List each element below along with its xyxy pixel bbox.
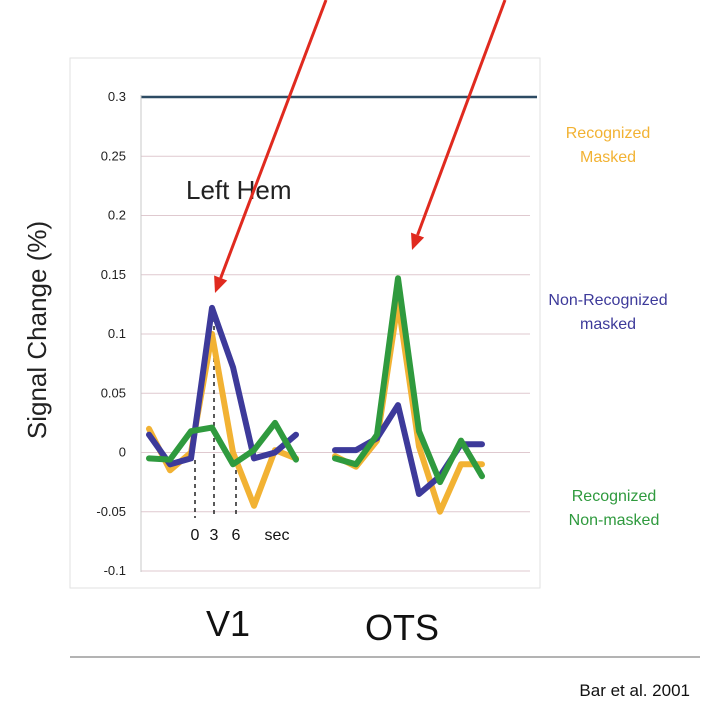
y-tick-label: 0.05	[101, 385, 126, 400]
time-tick-3: 3	[210, 527, 219, 544]
arrows	[214, 0, 507, 293]
y-tick-label: 0.3	[108, 89, 126, 104]
y-tick-label: 0	[119, 445, 126, 460]
y-tick-label: -0.05	[96, 504, 126, 519]
legend: Recognized Masked Non-Recognized masked Reco…	[548, 125, 667, 529]
legend-label: masked	[580, 316, 636, 333]
y-tick-label: -0.1	[104, 563, 126, 578]
legend-label: Masked	[580, 149, 636, 166]
y-tick-label: 0.25	[101, 148, 126, 163]
legend-label: Recognized	[566, 125, 651, 142]
series-line-v1-recognized-masked	[146, 331, 299, 509]
y-tick-label: 0.1	[108, 326, 126, 341]
region-label-ots: OTS	[365, 607, 439, 648]
legend-label: Non-masked	[569, 512, 660, 529]
legend-label: Non-Recognized	[548, 292, 667, 309]
y-ticks: 0.3 0.25 0.2 0.15 0.1 0.05 0 -0.05 -0.1	[96, 89, 126, 578]
arrow-v1	[214, 0, 328, 293]
time-tick-0: 0	[191, 527, 200, 544]
y-axis-label: Signal Change (%)	[22, 221, 52, 439]
annotation-left-hem: Left Hem	[186, 175, 292, 205]
region-label-v1: V1	[206, 603, 250, 644]
series-lines	[146, 275, 485, 515]
y-tick-label: 0.2	[108, 208, 126, 223]
time-tick-6: 6	[232, 527, 241, 544]
chart-panel	[69, 57, 541, 589]
series-line-v1-non-recognized-masked	[146, 304, 299, 468]
citation: Bar et al. 2001	[579, 681, 690, 700]
legend-label: Recognized	[572, 488, 657, 505]
time-unit-sec: sec	[265, 527, 290, 544]
series-line-v1-recognized-non-masked	[146, 419, 299, 468]
series-line-ots-recognized-non-masked	[332, 275, 485, 486]
arrow-ots	[411, 0, 507, 250]
y-tick-label: 0.15	[101, 267, 126, 282]
